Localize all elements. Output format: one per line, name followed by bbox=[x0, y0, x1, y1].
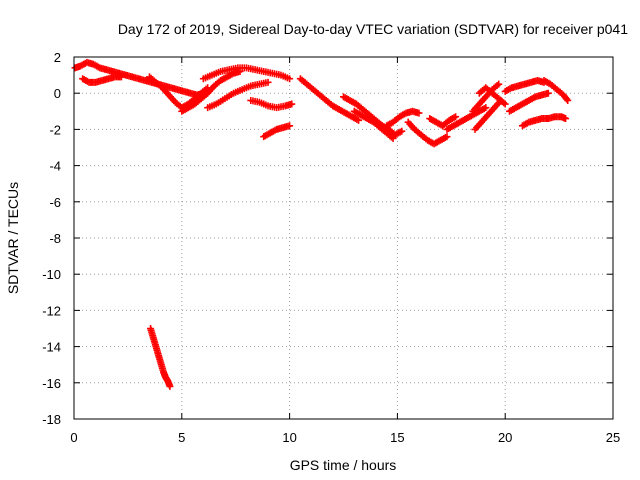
x-tick-label: 20 bbox=[498, 430, 512, 445]
data-point bbox=[497, 96, 505, 104]
data-point bbox=[264, 78, 272, 86]
y-tick-label: -14 bbox=[42, 340, 61, 355]
y-tick-label: -6 bbox=[49, 195, 61, 210]
data-point bbox=[495, 80, 503, 88]
x-axis-label: GPS time / hours bbox=[290, 457, 397, 473]
data-point bbox=[562, 115, 570, 123]
data-point bbox=[443, 133, 451, 141]
y-tick-label: -18 bbox=[42, 412, 61, 427]
data-points bbox=[71, 58, 572, 390]
axis-ticks bbox=[73, 56, 614, 420]
y-tick-label: -10 bbox=[42, 267, 61, 282]
data-point bbox=[166, 382, 174, 390]
data-point bbox=[286, 122, 294, 130]
y-tick-labels: -18 -16 -14 -12 -10 -8 -6 -4 -2 0 2 bbox=[42, 50, 61, 427]
data-point bbox=[288, 100, 296, 108]
x-tick-label: 10 bbox=[282, 430, 296, 445]
x-tick-label: 25 bbox=[606, 430, 620, 445]
data-point bbox=[501, 100, 509, 108]
data-point bbox=[389, 134, 397, 142]
x-tick-labels: 0 5 10 15 20 25 bbox=[70, 430, 620, 445]
x-tick-label: 15 bbox=[390, 430, 404, 445]
x-tick-label: 5 bbox=[178, 430, 185, 445]
data-point bbox=[544, 89, 552, 97]
data-point bbox=[398, 127, 406, 135]
data-point bbox=[564, 96, 572, 104]
data-point bbox=[286, 75, 294, 83]
data-point bbox=[415, 109, 423, 117]
data-point bbox=[355, 116, 363, 124]
data-point bbox=[452, 113, 460, 121]
data-point bbox=[563, 95, 571, 103]
x-tick-label: 0 bbox=[70, 430, 77, 445]
y-tick-label: -16 bbox=[42, 376, 61, 391]
data-point bbox=[117, 73, 125, 81]
y-tick-label: -2 bbox=[49, 122, 61, 137]
data-point bbox=[482, 104, 490, 112]
y-tick-label: -4 bbox=[49, 159, 61, 174]
y-tick-label: 0 bbox=[54, 86, 61, 101]
chart-title: Day 172 of 2019, Sidereal Day-to-day VTE… bbox=[118, 21, 628, 37]
y-tick-label: 2 bbox=[54, 50, 61, 65]
y-tick-label: -12 bbox=[42, 303, 61, 318]
y-tick-label: -8 bbox=[49, 231, 61, 246]
y-axis-label: SDTVAR / TECUs bbox=[5, 182, 21, 294]
